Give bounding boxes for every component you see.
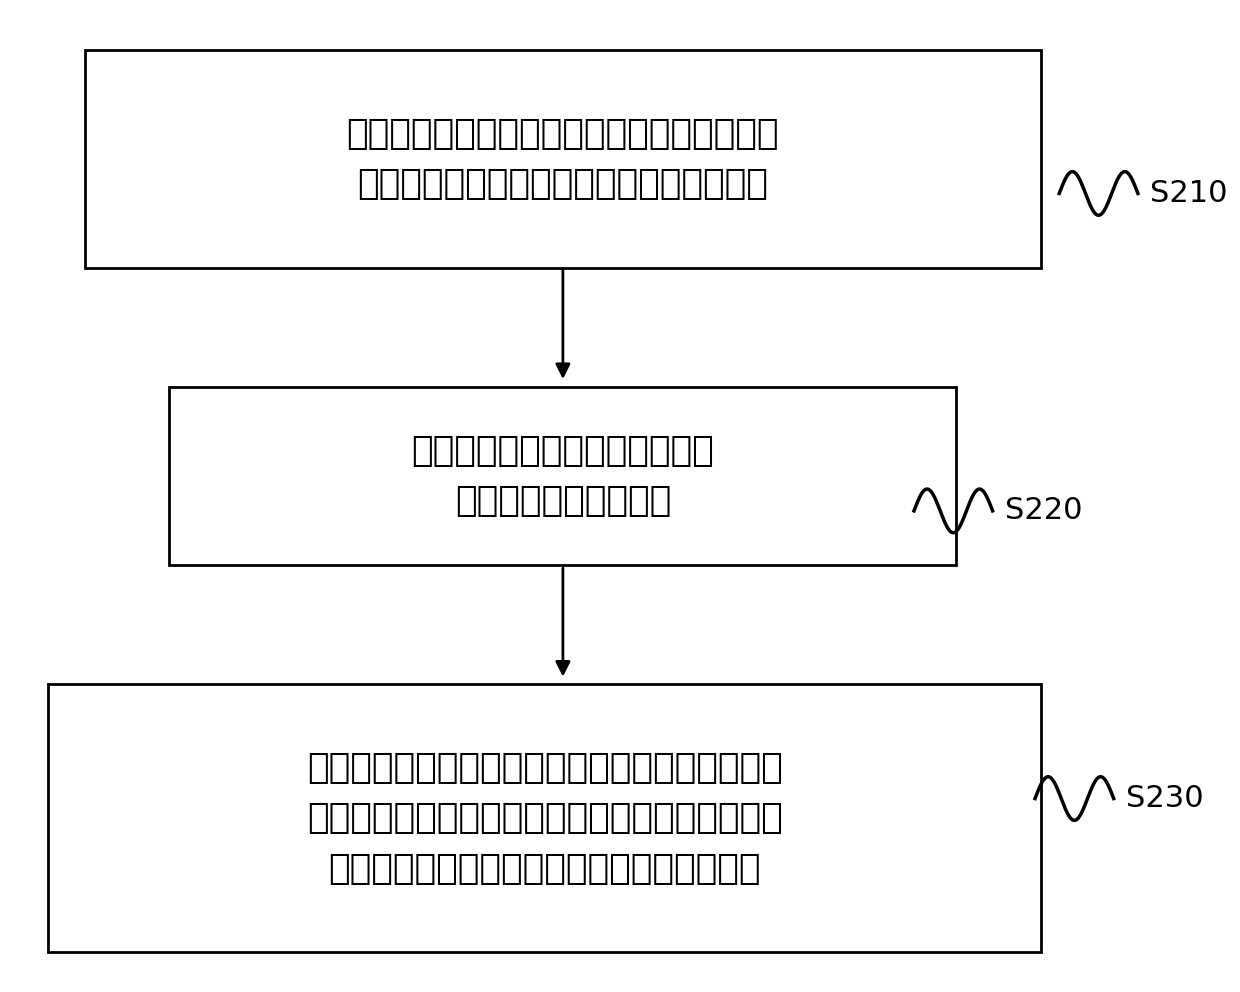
- FancyBboxPatch shape: [84, 50, 1042, 268]
- Text: S230: S230: [1126, 784, 1204, 813]
- Text: 将所述伦伯格观测器模型进行离散化处理，得到离
散化处理后的伦伯格观测器模型，通过所述离散化
处理后的伦伯格观测器模型得出电流的观测值: 将所述伦伯格观测器模型进行离散化处理，得到离 散化处理后的伦伯格观测器模型，通过…: [306, 751, 782, 886]
- FancyBboxPatch shape: [170, 387, 956, 565]
- Text: 根据所述修正后的电流状态方程
建立伦伯格观测器模型: 根据所述修正后的电流状态方程 建立伦伯格观测器模型: [412, 434, 714, 518]
- Text: 在所述电流状态方程中引入电压补偿项，用以
修正电压误差，得到修正后的电流状态方程: 在所述电流状态方程中引入电压补偿项，用以 修正电压误差，得到修正后的电流状态方程: [347, 117, 779, 200]
- Text: S220: S220: [1004, 496, 1083, 526]
- FancyBboxPatch shape: [48, 684, 1042, 952]
- Text: S210: S210: [1149, 179, 1228, 208]
